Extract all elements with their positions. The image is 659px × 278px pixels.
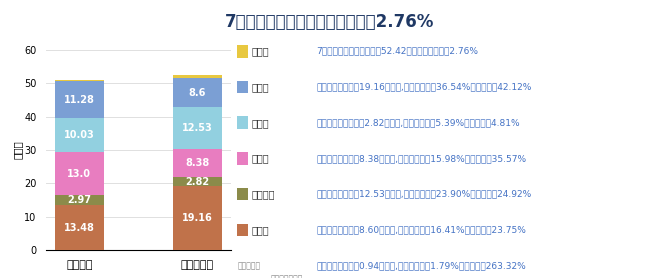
Y-axis label: 万亿元: 万亿元	[13, 141, 22, 160]
Text: 13.0: 13.0	[67, 169, 92, 179]
Text: 中国期货业协会: 中国期货业协会	[270, 275, 303, 278]
Text: 广期所月成交额为0.94万亿元,占全国市场的1.79%，同比增长263.32%: 广期所月成交额为0.94万亿元,占全国市场的1.79%，同比增长263.32%	[316, 261, 526, 270]
Text: 19.16: 19.16	[182, 213, 213, 223]
Bar	[55, 81, 104, 118]
Text: 数据来源：: 数据来源：	[237, 261, 260, 270]
Bar	[55, 152, 104, 195]
Text: 上期能源月成交额为2.82万亿元,占全国市场的5.39%，同比下降4.81%: 上期能源月成交额为2.82万亿元,占全国市场的5.39%，同比下降4.81%	[316, 118, 520, 127]
Bar	[173, 186, 222, 250]
Bar	[173, 107, 222, 149]
Text: 10.03: 10.03	[64, 130, 95, 140]
Text: 郑商所: 郑商所	[252, 153, 270, 163]
Bar	[173, 149, 222, 177]
Text: 郑商所月成交额为8.38万亿元,占全国市场的15.98%，同比下降35.57%: 郑商所月成交额为8.38万亿元,占全国市场的15.98%，同比下降35.57%	[316, 154, 527, 163]
FancyBboxPatch shape	[237, 224, 248, 236]
Text: 11.28: 11.28	[64, 95, 95, 105]
Text: 2.97: 2.97	[67, 195, 92, 205]
FancyBboxPatch shape	[237, 188, 248, 200]
Text: 8.38: 8.38	[185, 158, 210, 168]
Bar	[55, 205, 104, 250]
Text: 大商所: 大商所	[252, 82, 270, 92]
Bar	[55, 80, 104, 81]
FancyBboxPatch shape	[237, 152, 248, 165]
Text: 12.53: 12.53	[182, 123, 213, 133]
Text: 上期能源: 上期能源	[252, 189, 275, 199]
Text: 13.48: 13.48	[64, 223, 95, 233]
Text: 中金所: 中金所	[252, 118, 270, 128]
Text: 大商所月成交额为8.60万亿元,占全国市场的16.41%，同比下降23.75%: 大商所月成交额为8.60万亿元,占全国市场的16.41%，同比下降23.75%	[316, 225, 526, 234]
Bar	[173, 78, 222, 107]
FancyBboxPatch shape	[237, 116, 248, 129]
Text: 中金所月成交额为12.53万亿元,占全国市场的23.90%，同比增长24.92%: 中金所月成交额为12.53万亿元,占全国市场的23.90%，同比增长24.92%	[316, 190, 531, 199]
FancyBboxPatch shape	[237, 45, 248, 58]
FancyBboxPatch shape	[237, 81, 248, 93]
Bar	[173, 75, 222, 78]
Text: 7月全国期货市场成交额同比增长2.76%: 7月全国期货市场成交额同比增长2.76%	[225, 13, 434, 31]
Text: 广期所: 广期所	[252, 46, 270, 56]
Text: 上期所月成交额为19.16万亿元,占全国市场的36.54%，同比增长42.12%: 上期所月成交额为19.16万亿元,占全国市场的36.54%，同比增长42.12%	[316, 83, 532, 91]
Bar	[55, 195, 104, 205]
Text: 2.82: 2.82	[185, 177, 210, 187]
Bar	[173, 177, 222, 186]
Text: 7月全国期货市场成交额为52.42万亿元；同比增长2.76%: 7月全国期货市场成交额为52.42万亿元；同比增长2.76%	[316, 47, 478, 56]
Text: 上期所: 上期所	[252, 225, 270, 235]
Bar	[55, 118, 104, 152]
Text: 8.6: 8.6	[188, 88, 206, 98]
